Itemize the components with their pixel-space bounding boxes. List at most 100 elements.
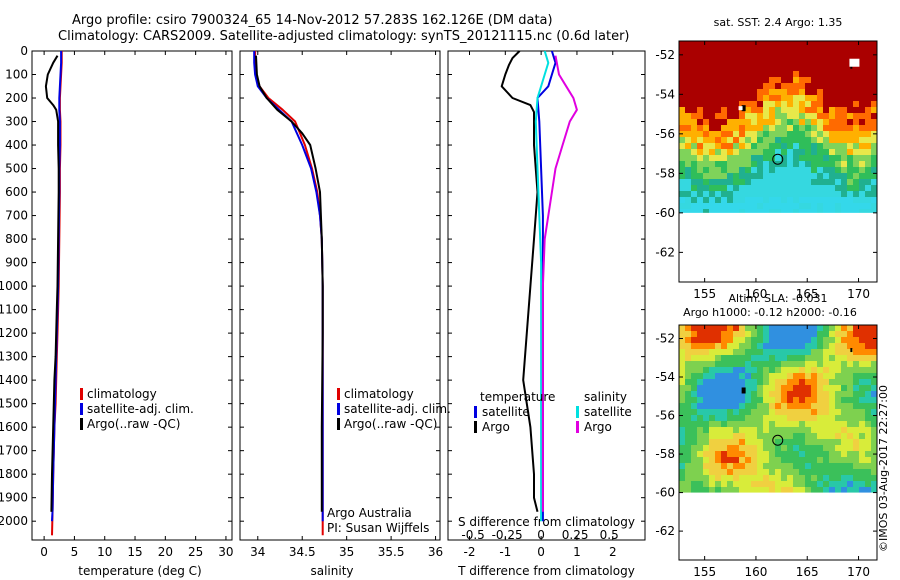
legend-swatch-difference [474, 406, 477, 418]
map-y-tick-label: -54 [655, 370, 675, 384]
series-line-salinity-climatology [254, 51, 324, 536]
series-line-salinity-satellite-adj-clim- [253, 51, 324, 522]
x-tick-label-salinity: 35.5 [378, 545, 405, 559]
legend-label-temperature: climatology [87, 387, 157, 401]
x-tick-label-salinity-diff: -0.5 [461, 528, 484, 542]
y-tick-label-pressure: 0 [20, 44, 28, 58]
x-tick-label-salinity: 34 [250, 545, 265, 559]
map-x-tick-label: 165 [796, 565, 819, 579]
x-tick-label-temperature: 20 [158, 545, 173, 559]
legend-swatch-difference [576, 406, 579, 418]
y-tick-label-pressure: 300 [5, 115, 28, 129]
map-marker-box [849, 58, 860, 67]
x-tick-label-salinity-diff: -0.25 [492, 528, 523, 542]
map-frame [678, 40, 878, 283]
x-tick-label-temperature: 15 [127, 545, 142, 559]
y-tick-label-pressure: 1900 [0, 491, 28, 505]
y-tick-label-pressure: 1400 [0, 373, 28, 387]
float-position-marker [772, 153, 784, 165]
map-x-tick-label: 155 [693, 565, 716, 579]
y-tick-label-pressure: 1000 [0, 279, 28, 293]
map-y-tick-label: -52 [655, 48, 675, 62]
legend-label-difference: Argo [482, 420, 510, 434]
y-tick-label-pressure: 900 [5, 256, 28, 270]
series-line-difference-salinity-satellite [534, 50, 550, 522]
map-title: Altim. SLA: -0.031 [728, 292, 827, 305]
panel-frame-temperature [31, 50, 233, 541]
x-tick-label-temperature: 10 [97, 545, 112, 559]
legend-label-difference: satellite [482, 405, 530, 419]
map-y-tick-label: -56 [655, 127, 675, 141]
panel-frame-salinity [239, 50, 441, 541]
legend-label-salinity: climatology [344, 387, 414, 401]
map-y-tick-label: -62 [655, 524, 675, 538]
map-y-tick-label: -56 [655, 409, 675, 423]
y-tick-label-pressure: 400 [5, 138, 28, 152]
legend-heading-salinity: salinity [584, 390, 627, 404]
x-axis-label-s-difference: S difference from climatology [458, 515, 635, 529]
legend-swatch-difference [474, 421, 477, 433]
x-tick-label-salinity-diff: 0.25 [562, 528, 589, 542]
legend-label-salinity: Argo(..raw -QC) [344, 417, 437, 431]
legend-swatch-temperature [80, 418, 83, 430]
float-position-marker [772, 434, 784, 446]
legend-swatch-temperature [80, 403, 83, 415]
map-y-tick-label: -54 [655, 87, 675, 101]
map-x-tick-label: 160 [744, 565, 767, 579]
y-tick-label-pressure: 1200 [0, 326, 28, 340]
y-tick-label-pressure: 200 [5, 91, 28, 105]
y-tick-label-pressure: 600 [5, 185, 28, 199]
y-tick-label-pressure: 500 [5, 162, 28, 176]
float-track-point [741, 387, 746, 394]
map-y-tick-label: -62 [655, 245, 675, 259]
series-line-difference-temperature-argo [500, 50, 539, 513]
x-tick-label-salinity-diff: 0.5 [600, 528, 619, 542]
annotation-salinity: Argo Australia [327, 506, 412, 520]
annotation-salinity: PI: Susan Wijffels [327, 521, 429, 535]
legend-label-difference: satellite [584, 405, 632, 419]
y-tick-label-pressure: 1700 [0, 444, 28, 458]
y-tick-label-pressure: 1300 [0, 350, 28, 364]
float-track-point [850, 348, 853, 353]
footer-credit: ©IMOS 03-Aug-2017 22:27:00 [877, 385, 890, 552]
y-tick-label-pressure: 1500 [0, 397, 28, 411]
map-field-sla [679, 325, 877, 493]
legend-swatch-difference [576, 421, 579, 433]
map-x-tick-label: 170 [847, 565, 870, 579]
legend-heading-temperature: temperature [480, 390, 555, 404]
chart-title-line1: Argo profile: csiro 7900324_65 14-Nov-20… [72, 13, 553, 28]
x-tick-label-difference: -2 [464, 545, 476, 559]
chart-title-line2: Climatology: CARS2009. Satellite-adjuste… [58, 29, 630, 44]
x-tick-label-temperature: 0 [40, 545, 48, 559]
map-y-tick-label: -60 [655, 486, 675, 500]
y-tick-label-pressure: 1100 [0, 303, 28, 317]
x-tick-label-salinity: 34.5 [289, 545, 316, 559]
map-title: sat. SST: 2.4 Argo: 1.35 [714, 16, 843, 29]
map-title: Argo h1000: -0.12 h2000: -0.16 [683, 306, 857, 319]
legend-swatch-salinity [337, 403, 340, 415]
y-tick-label-pressure: 1800 [0, 467, 28, 481]
y-tick-label-pressure: 700 [5, 209, 28, 223]
map-y-tick-label: -60 [655, 206, 675, 220]
map-x-tick-label: 170 [847, 287, 870, 301]
series-line-salinity-argo-raw-qc- [255, 55, 324, 512]
series-line-difference-salinity-argo [541, 55, 578, 512]
y-tick-label-pressure: 2000 [0, 514, 28, 528]
y-tick-label-pressure: 100 [5, 68, 28, 82]
legend-label-temperature: Argo(..raw -QC) [87, 417, 180, 431]
map-no-data-area [679, 492, 877, 560]
panel-frame-difference [447, 50, 646, 541]
x-tick-label-difference: 0 [537, 545, 545, 559]
map-no-data-area [679, 212, 877, 282]
float-track-point [741, 105, 746, 112]
legend-label-difference: Argo [584, 420, 612, 434]
x-tick-label-difference: 1 [573, 545, 581, 559]
x-axis-label-t-difference: T difference from climatology [457, 564, 635, 578]
map-frame [678, 324, 878, 561]
y-tick-label-pressure: 800 [5, 232, 28, 246]
series-line-temperature-argo-raw-qc- [44, 55, 60, 512]
map-field-sst [679, 41, 877, 215]
x-tick-label-difference: 2 [609, 545, 617, 559]
y-tick-label-pressure: 1600 [0, 420, 28, 434]
